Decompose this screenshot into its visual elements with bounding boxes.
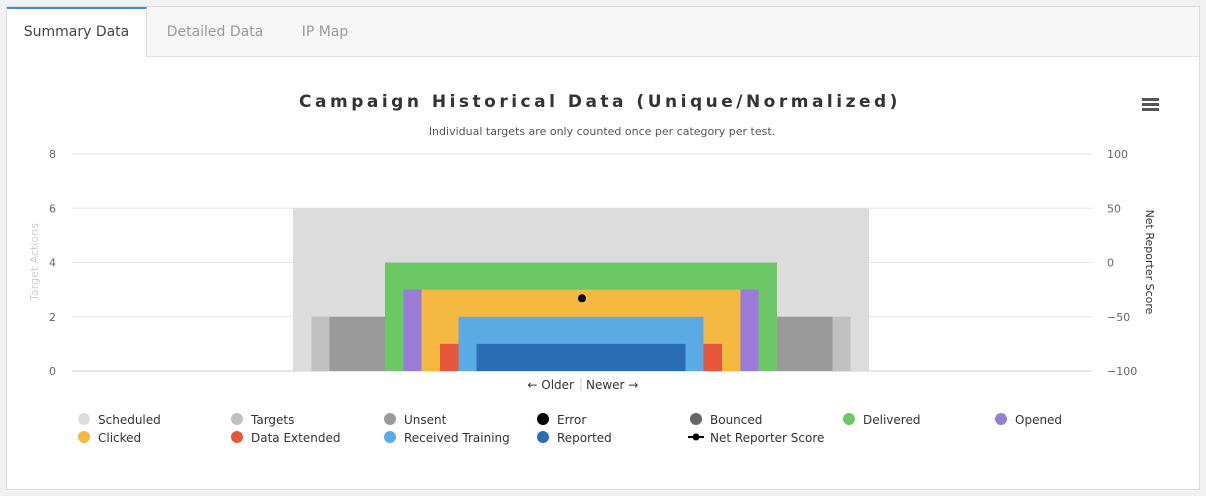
chart-title: Campaign Historical Data (Unique/Normali…: [299, 92, 901, 112]
chart-subtitle: Individual targets are only counted once…: [429, 125, 775, 138]
legend-label: Opened: [1015, 413, 1062, 427]
y-tick-label: 2: [49, 311, 56, 324]
legend-label: Scheduled: [98, 413, 161, 427]
legend-marker: [537, 413, 549, 425]
legend-label: Unsent: [404, 413, 447, 427]
legend-marker: [78, 413, 90, 425]
campaign-panel: Summary Data Detailed Data IP Map: [6, 6, 1200, 490]
legend-marker: [995, 413, 1007, 425]
legend-label: Data Extended: [251, 431, 340, 445]
y-tick-label: 6: [49, 202, 56, 215]
legend-item-data-extended[interactable]: Data Extended: [231, 431, 340, 445]
x-label-older[interactable]: ← Older: [527, 378, 574, 392]
tab-ip-map[interactable]: IP Map: [301, 24, 349, 40]
legend-label: Received Training: [404, 431, 510, 445]
legend-item-error[interactable]: Error: [537, 413, 586, 427]
legend-label: Error: [557, 413, 586, 427]
y2-tick-label: −100: [1107, 365, 1137, 378]
bar-reported: [476, 343, 686, 371]
y-axis-right: −100 −50 0 50 100: [1107, 148, 1137, 378]
net-reporter-score-point: [578, 294, 586, 303]
x-label-newer[interactable]: Newer →: [586, 378, 638, 392]
legend-marker: [384, 431, 396, 443]
y-tick-label: 8: [49, 148, 56, 161]
legend: Scheduled Targets Unsent Error Bounced Delive…: [78, 413, 1062, 445]
legend-label: Reported: [557, 431, 612, 445]
legend-item-bounced[interactable]: Bounced: [690, 413, 762, 427]
legend-label: Targets: [250, 413, 294, 427]
legend-item-opened[interactable]: Opened: [995, 413, 1062, 427]
legend-marker: [78, 431, 90, 443]
legend-marker: [843, 413, 855, 425]
y-tick-label: 0: [49, 365, 56, 378]
tab-summary-data[interactable]: Summary Data: [7, 7, 147, 58]
legend-label: Clicked: [98, 431, 141, 445]
legend-label: Bounced: [710, 413, 762, 427]
y-tick-label: 4: [49, 257, 56, 270]
legend-marker: [231, 431, 243, 443]
legend-item-received-training[interactable]: Received Training: [384, 431, 510, 445]
y-axis-label: Target Actions: [28, 223, 41, 302]
legend-item-delivered[interactable]: Delivered: [843, 413, 920, 427]
legend-marker: [384, 413, 396, 425]
tab-bar: Summary Data Detailed Data IP Map: [7, 7, 1199, 58]
y-axis-left: 0 2 4 6 8: [49, 148, 56, 378]
legend-item-unsent[interactable]: Unsent: [384, 413, 447, 427]
y2-tick-label: −50: [1107, 311, 1130, 324]
legend-item-reported[interactable]: Reported: [537, 431, 612, 445]
y2-tick-label: 50: [1107, 202, 1121, 215]
legend-label: Net Reporter Score: [710, 431, 824, 445]
legend-label: Delivered: [863, 413, 920, 427]
y2-tick-label: 100: [1107, 148, 1128, 161]
legend-item-targets[interactable]: Targets: [231, 413, 294, 427]
bars-group: [293, 208, 869, 371]
legend-marker: [231, 413, 243, 425]
legend-marker: [537, 431, 549, 443]
legend-marker: [692, 433, 700, 441]
y2-tick-label: 0: [1107, 257, 1114, 270]
tab-detailed-data[interactable]: Detailed Data: [166, 24, 264, 40]
legend-item-clicked[interactable]: Clicked: [78, 431, 141, 445]
legend-item-net-reporter-score[interactable]: Net Reporter Score: [688, 431, 824, 445]
legend-marker: [690, 413, 702, 425]
y2-axis-label: Net Reporter Score: [1143, 210, 1156, 315]
legend-item-scheduled[interactable]: Scheduled: [78, 413, 161, 427]
chart-menu-icon[interactable]: [1142, 98, 1159, 111]
